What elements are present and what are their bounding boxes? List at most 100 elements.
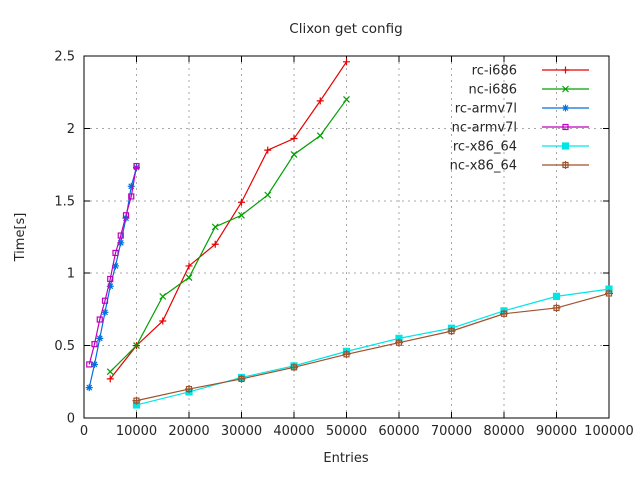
data-point-marker-asterisk xyxy=(96,334,104,342)
y-tick-label: 2.5 xyxy=(54,50,75,65)
data-point-marker-cross xyxy=(185,274,193,281)
series-nc-i686 xyxy=(106,96,350,376)
data-point-marker-asterisk xyxy=(112,262,119,270)
data-point-marker-open-square xyxy=(91,341,98,348)
x-tick-label: 40000 xyxy=(273,424,314,439)
data-point-marker-plus xyxy=(264,146,272,154)
data-point-marker-plus xyxy=(211,240,219,248)
data-point-marker-cross xyxy=(159,292,167,300)
data-point-marker-cross xyxy=(264,191,272,199)
x-tick-label: 60000 xyxy=(378,424,419,439)
y-tick-label: 0.5 xyxy=(54,339,75,354)
data-point-marker-asterisk xyxy=(562,104,569,112)
data-point-marker-open-square xyxy=(101,297,109,304)
data-point-marker-open-square xyxy=(122,212,130,219)
data-point-marker-filled-square xyxy=(552,292,561,300)
data-point-marker-open-square xyxy=(86,361,93,368)
axis-ticks xyxy=(83,55,610,419)
data-point-marker-plus xyxy=(290,135,298,143)
x-tick-label: 50000 xyxy=(326,424,367,439)
y-tick-label: 1.5 xyxy=(54,194,75,209)
legend-item-nc-x86_64: nc-x86_64 xyxy=(450,159,589,174)
y-axis-label: Time[s] xyxy=(13,213,28,263)
data-point-marker-boxed-plus xyxy=(238,375,245,383)
gridlines xyxy=(84,56,609,418)
x-tick-label: 10000 xyxy=(116,424,157,439)
data-point-marker-plus xyxy=(238,198,245,206)
legend-label: nc-armv7l xyxy=(452,121,517,136)
x-tick-label: 80000 xyxy=(483,424,524,439)
legend-item-nc-armv7l: nc-armv7l xyxy=(452,121,589,136)
data-point-marker-asterisk xyxy=(127,182,135,190)
legend-item-rc-i686: rc-i686 xyxy=(472,64,589,79)
data-point-marker-asterisk xyxy=(106,282,114,290)
legend-item-nc-i686: nc-i686 xyxy=(468,83,589,98)
legend-label: rc-armv7l xyxy=(455,102,517,117)
data-point-marker-boxed-plus xyxy=(500,310,508,317)
data-point-marker-open-square xyxy=(128,193,135,200)
x-tick-label: 30000 xyxy=(221,424,262,439)
data-point-marker-boxed-plus xyxy=(395,339,403,346)
data-point-marker-cross xyxy=(133,342,140,350)
series-line-rc-i686 xyxy=(109,61,347,380)
chart-title: Clixon get config xyxy=(289,21,402,37)
data-point-marker-cross xyxy=(211,223,219,231)
data-point-marker-cross xyxy=(238,211,245,219)
x-tick-labels: 0 10000 20000 30000 40000 50000 60000 70000 8000… xyxy=(80,424,634,439)
data-point-marker-boxed-plus xyxy=(605,290,613,297)
x-tick-label: 0 xyxy=(80,424,88,439)
data-point-marker-open-square xyxy=(562,123,569,131)
data-point-marker-boxed-plus xyxy=(343,351,350,358)
data-point-marker-cross xyxy=(562,85,569,93)
data-point-marker-asterisk xyxy=(117,239,125,247)
data-point-marker-boxed-plus xyxy=(448,328,455,335)
legend-item-rc-armv7l: rc-armv7l xyxy=(455,102,589,117)
data-point-marker-asterisk xyxy=(101,308,109,316)
data-point-marker-open-square xyxy=(96,316,103,323)
data-point-marker-asterisk xyxy=(91,360,98,368)
series-nc-armv7l xyxy=(86,162,140,368)
legend: rc-i686 nc-i686 rc-armv7l nc-armv7l rc-x86_6… xyxy=(450,64,589,174)
x-tick-label: 20000 xyxy=(168,424,209,439)
series-line-nc-i686 xyxy=(109,99,347,373)
x-tick-label: 100000 xyxy=(584,424,634,439)
data-point-marker-plus xyxy=(562,66,569,74)
data-point-marker-boxed-plus xyxy=(185,385,193,393)
legend-label: nc-i686 xyxy=(468,83,517,98)
data-point-marker-asterisk xyxy=(85,384,93,392)
y-tick-label: 1 xyxy=(67,267,75,282)
y-tick-labels: 0 0.5 1 1.5 2 2.5 xyxy=(54,50,75,427)
data-point-marker-open-square xyxy=(112,249,119,257)
data-point-marker-plus xyxy=(343,58,350,66)
data-point-marker-cross xyxy=(316,132,324,140)
data-point-marker-plus xyxy=(106,375,114,383)
data-point-marker-boxed-plus xyxy=(133,397,140,404)
y-tick-label: 2 xyxy=(67,122,75,137)
x-axis-label: Entries xyxy=(323,451,369,466)
series-group xyxy=(85,58,613,409)
legend-label: rc-x86_64 xyxy=(453,140,517,155)
data-point-marker-cross xyxy=(290,151,298,158)
x-tick-label: 90000 xyxy=(536,424,577,439)
data-point-marker-boxed-plus xyxy=(553,304,560,312)
data-point-marker-filled-square xyxy=(561,142,570,150)
series-line-nc-armv7l xyxy=(88,165,138,365)
series-rc-i686 xyxy=(106,58,350,383)
legend-item-rc-x86_64: rc-x86_64 xyxy=(453,140,589,155)
data-point-marker-open-square xyxy=(117,232,124,239)
data-point-marker-plus xyxy=(316,97,324,105)
x-tick-label: 70000 xyxy=(431,424,472,439)
y-tick-label: 0 xyxy=(67,412,75,427)
series-rc-x86_64 xyxy=(132,285,613,409)
data-point-marker-plus xyxy=(159,317,167,325)
series-line-nc-x86_64 xyxy=(136,292,610,402)
data-point-marker-open-square xyxy=(133,162,140,170)
data-point-marker-cross xyxy=(106,368,114,376)
legend-label: nc-x86_64 xyxy=(450,159,517,174)
data-point-marker-cross xyxy=(343,96,350,103)
series-nc-x86_64 xyxy=(132,289,613,405)
data-point-marker-plus xyxy=(185,262,193,270)
data-point-marker-boxed-plus xyxy=(562,161,569,169)
